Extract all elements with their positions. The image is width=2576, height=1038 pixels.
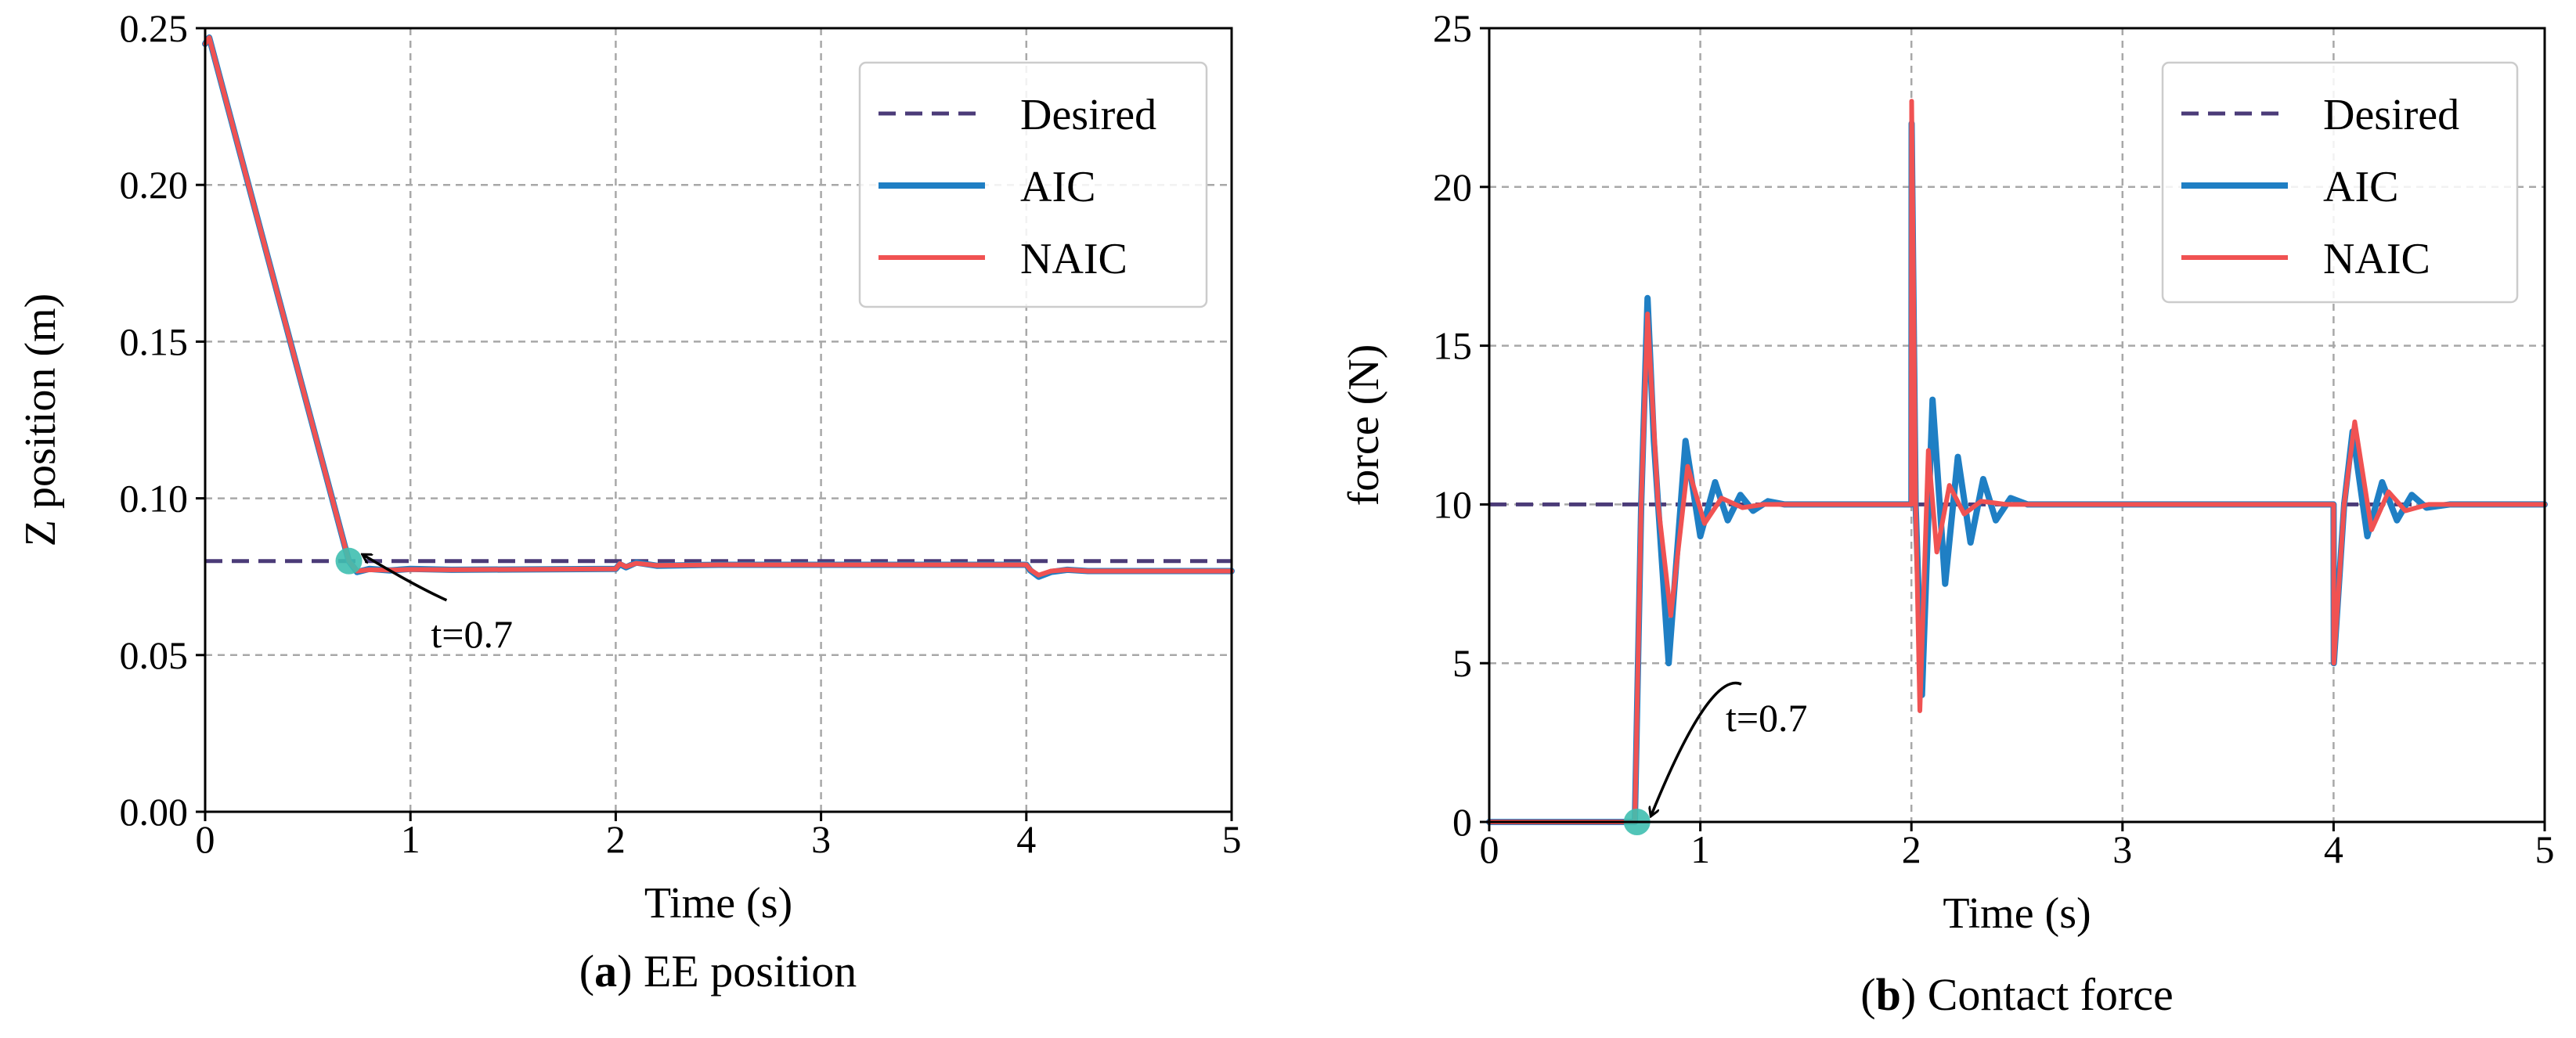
panel-b-y-axis-label: force (N) [1340,344,1388,506]
panel-a-xtick-label-5: 5 [1222,817,1242,861]
panel-b-annotation-label: t=0.7 [1726,696,1808,740]
panel-b-legend: Desired AIC NAIC [2161,61,2519,304]
panel-a-ytick-label-4: 0.20 [120,163,189,207]
panel-b-legend-box [2161,61,2519,304]
panel-b-legend-label-naic: NAIC [2323,235,2430,283]
panel-a-series-naic-line [203,35,1234,578]
panel-a-x-axis-label: Time (s) [644,879,792,928]
panel-b-ytick-label-1: 5 [1452,641,1472,685]
panel-b-xtick-label-4: 4 [2324,827,2343,871]
panel-a-legend-label-desired: Desired [1020,91,1156,139]
panel-b-axes-frame [1488,27,2546,824]
panel-a-caption-open: ( [579,946,594,997]
panel-b-xtick-label-3: 3 [2112,827,2132,871]
panel-b-ytick-label-5: 25 [1433,6,1472,50]
panel-b-caption: (b) Contact force [1860,969,2173,1020]
panel-a-legend-label-naic: NAIC [1020,235,1127,283]
panel-a-ytick-label-3: 0.15 [120,319,189,363]
panel-a-caption-letter: a [594,946,617,997]
panel-b-xtick-label-5: 5 [2535,827,2555,871]
panel-b-contact-force: t=0.7 0 1 2 3 4 5 0 5 10 15 20 25 Time (s) force (N) De… [1340,6,2555,1020]
panel-b-annotation-arrow [1651,681,1742,816]
panel-a-legend: Desired AIC NAIC [858,61,1208,308]
panel-b-xtick-label-2: 2 [1902,827,1921,871]
panel-a-ytick-label-2: 0.10 [120,477,189,521]
panel-a-contact-point-marker [335,547,363,575]
panel-a-ee-position: t=0.7 0 1 2 3 4 5 0.00 0.05 0.10 0.15 0.20 0.25 Time … [16,6,1242,997]
panel-a-ytick-label-0: 0.00 [120,790,189,834]
panel-a-annotation-label: t=0.7 [431,612,513,656]
panel-b-series-naic-line [1487,99,2547,824]
panel-b-ytick-label-0: 0 [1452,800,1472,844]
panel-b-legend-label-aic: AIC [2323,163,2398,211]
panel-a-legend-box [858,61,1208,308]
panel-a-ytick-label-1: 0.05 [120,633,189,677]
panel-a-xtick-label-4: 4 [1016,817,1036,861]
panel-b-caption-close: ) [1901,969,1928,1020]
panel-a-caption-text: EE position [644,946,857,997]
panel-b-caption-open: ( [1860,969,1875,1020]
panel-b-xtick-label-1: 1 [1690,827,1710,871]
panel-b-ytick-label-3: 15 [1433,324,1472,368]
panel-a-annotation-arrow [363,555,448,602]
panel-a-xtick-label-3: 3 [811,817,831,861]
panel-a-caption-close: ) [617,946,644,997]
panel-a-xtick-label-1: 1 [401,817,420,861]
panel-a-y-axis-label: Z position (m) [16,294,65,547]
panel-a-axes-frame [204,27,1233,813]
panel-b-ytick-label-4: 20 [1433,165,1472,209]
panel-a-caption: (a) EE position [579,946,857,997]
panel-b-x-axis-label: Time (s) [1943,889,2091,938]
panel-b-caption-letter: b [1876,969,1901,1020]
panel-b-legend-label-desired: Desired [2323,91,2459,139]
panel-a-xtick-label-0: 0 [196,817,215,861]
panel-b-caption-text: Contact force [1928,969,2174,1020]
panel-a-ytick-label-5: 0.25 [120,6,189,50]
panel-a-xtick-label-2: 2 [606,817,626,861]
panel-b-xtick-label-0: 0 [1480,827,1499,871]
panel-b-series-aic-line [1486,120,2548,825]
panel-a-legend-label-aic: AIC [1020,163,1095,211]
panel-b-ytick-label-2: 10 [1433,482,1472,526]
